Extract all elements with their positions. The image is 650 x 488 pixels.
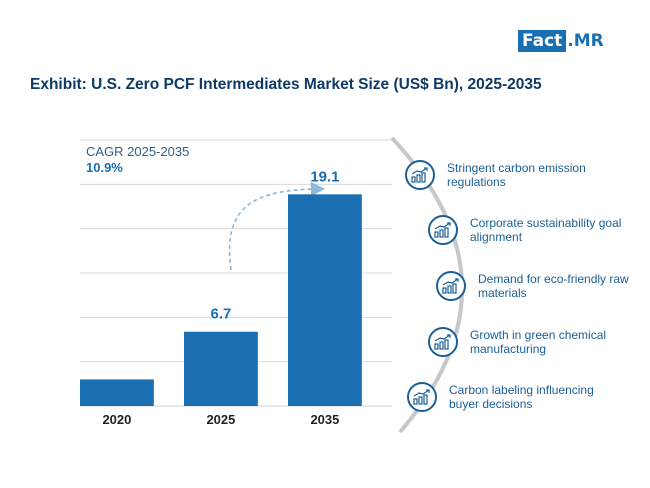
driver-item: Carbon labeling influencing buyer decisi… bbox=[407, 382, 614, 412]
growth-chart-icon bbox=[428, 215, 458, 245]
bar-2020 bbox=[80, 379, 154, 406]
driver-text: Growth in green chemical manufacturing bbox=[470, 328, 607, 356]
bar-2025 bbox=[184, 331, 258, 406]
driver-text: Carbon labeling influencing buyer decisi… bbox=[449, 383, 594, 411]
brand-logo: Fact .MR bbox=[518, 30, 606, 52]
driver-item: Corporate sustainability goal alignment bbox=[428, 215, 635, 245]
driver-text: Demand for eco-friendly raw materials bbox=[478, 272, 629, 300]
data-labels: 6.7 19.1 bbox=[210, 168, 339, 322]
brand-logo-left: Fact bbox=[518, 30, 567, 52]
driver-text: Stringent carbon emission regulations bbox=[447, 161, 586, 189]
growth-chart-icon bbox=[405, 160, 435, 190]
brand-logo-right: .MR bbox=[567, 31, 604, 51]
data-label-2035: 19.1 bbox=[310, 168, 339, 185]
cagr-label: CAGR 2025-2035 bbox=[86, 144, 190, 159]
cagr-value: 10.9% bbox=[86, 160, 123, 175]
chart-title: Exhibit: U.S. Zero PCF Intermediates Mar… bbox=[30, 76, 542, 93]
growth-chart-icon bbox=[428, 327, 458, 357]
bars bbox=[80, 194, 362, 406]
growth-chart-icon bbox=[407, 382, 437, 412]
driver-item: Demand for eco-friendly raw materials bbox=[436, 271, 643, 301]
driver-item: Growth in green chemical manufacturing bbox=[428, 327, 635, 357]
growth-chart-icon bbox=[436, 271, 466, 301]
driver-text: Corporate sustainability goal alignment bbox=[470, 216, 622, 244]
driver-item: Stringent carbon emission regulations bbox=[405, 160, 612, 190]
growth-arrow bbox=[228, 181, 326, 271]
x-tick-labels: 2020 2025 2035 bbox=[102, 412, 339, 427]
x-tick-2025: 2025 bbox=[206, 412, 235, 427]
bar-2035 bbox=[288, 194, 362, 406]
x-tick-2020: 2020 bbox=[102, 412, 131, 427]
data-label-2025: 6.7 bbox=[210, 306, 231, 323]
x-tick-2035: 2035 bbox=[310, 412, 339, 427]
